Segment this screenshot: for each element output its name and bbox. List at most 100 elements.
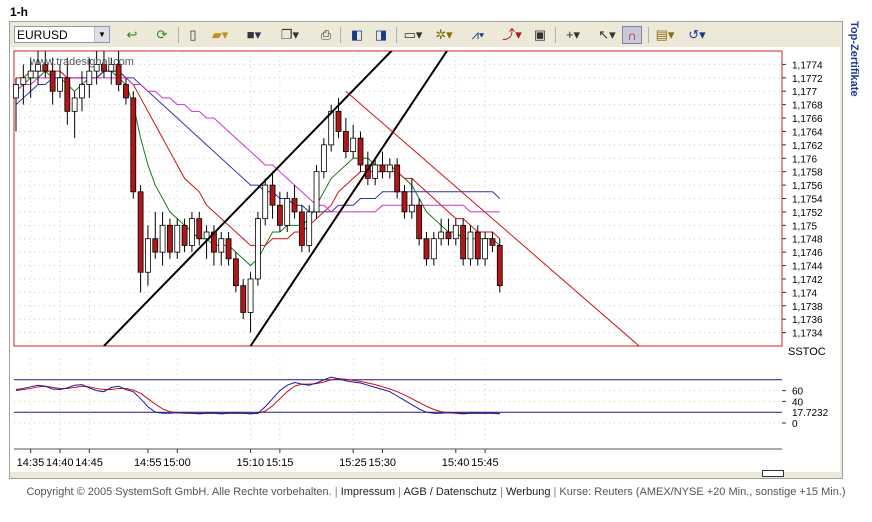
impressum-link[interactable]: Impressum: [340, 486, 396, 498]
trendlines: [103, 51, 640, 346]
indicator-current-value: 17.7232: [792, 408, 829, 419]
crosshair-icon[interactable]: +▾: [565, 27, 581, 42]
properties-icon[interactable]: ▣: [533, 27, 547, 42]
toolbar-separator: [340, 27, 341, 43]
indicator-icon[interactable]: ✲▾: [435, 27, 453, 42]
symbol-value: EURUSD: [17, 28, 68, 42]
candle-body: [254, 218, 261, 280]
save-icon[interactable]: ■▾: [246, 27, 262, 42]
prev-chart-icon[interactable]: ◧: [350, 27, 364, 42]
candle-body: [445, 231, 452, 240]
candle-body: [225, 238, 232, 260]
refresh-arrow-icon[interactable]: ↩: [126, 27, 138, 42]
candle-body: [218, 238, 225, 253]
candle-body: [306, 211, 313, 246]
candle-body: [79, 84, 85, 99]
werbung-link[interactable]: Werbung: [506, 486, 551, 498]
candle-body: [115, 64, 122, 85]
candle-body: [42, 64, 49, 72]
sync-icon[interactable]: ⟳: [156, 27, 168, 42]
candle-body: [438, 231, 445, 240]
candle-body: [189, 218, 195, 246]
candle-body: [313, 171, 320, 213]
candle-body: [57, 77, 63, 92]
stochastic-indicator: [14, 376, 782, 415]
time-tick-label: 15:00: [163, 457, 191, 469]
candle-body: [262, 184, 269, 220]
next-chart-icon[interactable]: ◨: [374, 27, 388, 42]
candle-body: [350, 137, 357, 152]
price-tick-label: 1,1752: [792, 208, 823, 219]
candle-body: [123, 84, 129, 99]
time-tick-label: 14:40: [46, 457, 74, 469]
window-layout-icon[interactable]: ▭▾: [403, 27, 423, 42]
candlesticks: [13, 51, 503, 333]
candle-body: [474, 231, 481, 260]
candle-body: [276, 204, 283, 226]
watermark: www.tradesignal.com: [29, 56, 134, 68]
price-tick-label: 1,1746: [792, 248, 823, 259]
price-tick-label: 1,1748: [792, 235, 823, 246]
toolbar-separator: [396, 27, 397, 43]
candle-body: [145, 238, 151, 273]
candle-body: [357, 137, 364, 166]
chevron-down-icon[interactable]: ▼: [94, 27, 109, 42]
price-tick-label: 1,176: [792, 154, 817, 165]
copyright-text: Copyright © 2005 SystemSoft GmbH. Alle R…: [26, 486, 332, 498]
candle-body: [49, 70, 56, 92]
candle-body: [482, 238, 489, 260]
candle-body: [496, 245, 503, 287]
candle-body: [137, 191, 144, 273]
candle-body: [394, 164, 401, 193]
candle-body: [240, 285, 247, 313]
copy-icon[interactable]: ❐▾: [280, 27, 300, 42]
candle-body: [108, 64, 115, 72]
candle-body: [342, 131, 349, 152]
symbol-select[interactable]: EURUSD ▼: [14, 26, 110, 43]
toolbar-separator: [648, 27, 649, 43]
candle-body: [93, 64, 100, 72]
price-tick-label: 1,1772: [792, 74, 823, 85]
price-tick-label: 1,174: [792, 288, 817, 299]
candle-body: [364, 164, 371, 179]
price-tick-label: 1,1734: [792, 329, 823, 340]
time-tick-label: 15:40: [442, 457, 470, 469]
candle-body: [320, 144, 327, 173]
candle-body: [159, 224, 166, 253]
price-tick-label: 1,177: [792, 87, 817, 98]
magnet-icon[interactable]: ∩: [622, 26, 642, 44]
scrollbar-thumb[interactable]: [762, 470, 784, 477]
price-tick-label: 1,1736: [792, 315, 823, 326]
candle-body: [408, 204, 415, 213]
time-tick-label: 15:30: [369, 457, 397, 469]
pointer-icon[interactable]: ↖▾: [598, 27, 616, 42]
candle-body: [174, 224, 181, 253]
toolbar-separator: [178, 27, 179, 43]
price-tick-label: 1,175: [792, 221, 817, 232]
footer: Copyright © 2005 SystemSoft GmbH. Alle R…: [26, 486, 846, 498]
price-tick-label: 1,1754: [792, 195, 823, 206]
candle-body: [196, 218, 203, 240]
candle-body: [298, 211, 305, 246]
indicator-tick-label: 60: [792, 387, 804, 398]
price-tick-label: 1,1756: [792, 181, 823, 192]
agb-link[interactable]: AGB / Datenschutz: [403, 486, 498, 498]
drawing-tool-icon[interactable]: ⤴▾: [502, 27, 522, 42]
price-tick-label: 1,1764: [792, 127, 823, 138]
candle-body: [181, 224, 188, 246]
candle-body: [203, 231, 210, 240]
candle-body: [101, 64, 107, 72]
chart-canvas: 1,1774 1,1772 1,177 1,1768 1,1766 1,1764 1,176…: [10, 47, 840, 472]
undo-icon[interactable]: ↺▾: [688, 27, 706, 42]
open-folder-icon[interactable]: ▰▾: [211, 27, 229, 42]
trendline: [345, 90, 640, 346]
print-icon[interactable]: ⎙: [320, 27, 332, 42]
candle-body: [247, 278, 254, 313]
notes-icon[interactable]: ▤▾: [655, 27, 675, 42]
new-document-icon[interactable]: ▯: [189, 27, 197, 42]
candle-body: [460, 224, 467, 260]
chart-style-icon[interactable]: ⩘▾: [471, 27, 485, 42]
candle-body: [269, 184, 276, 206]
side-tab[interactable]: Top-Zertifikate: [843, 21, 865, 164]
quotes-source: Kurse: Reuters (AMEX/NYSE +20 Min., sons…: [559, 486, 846, 498]
